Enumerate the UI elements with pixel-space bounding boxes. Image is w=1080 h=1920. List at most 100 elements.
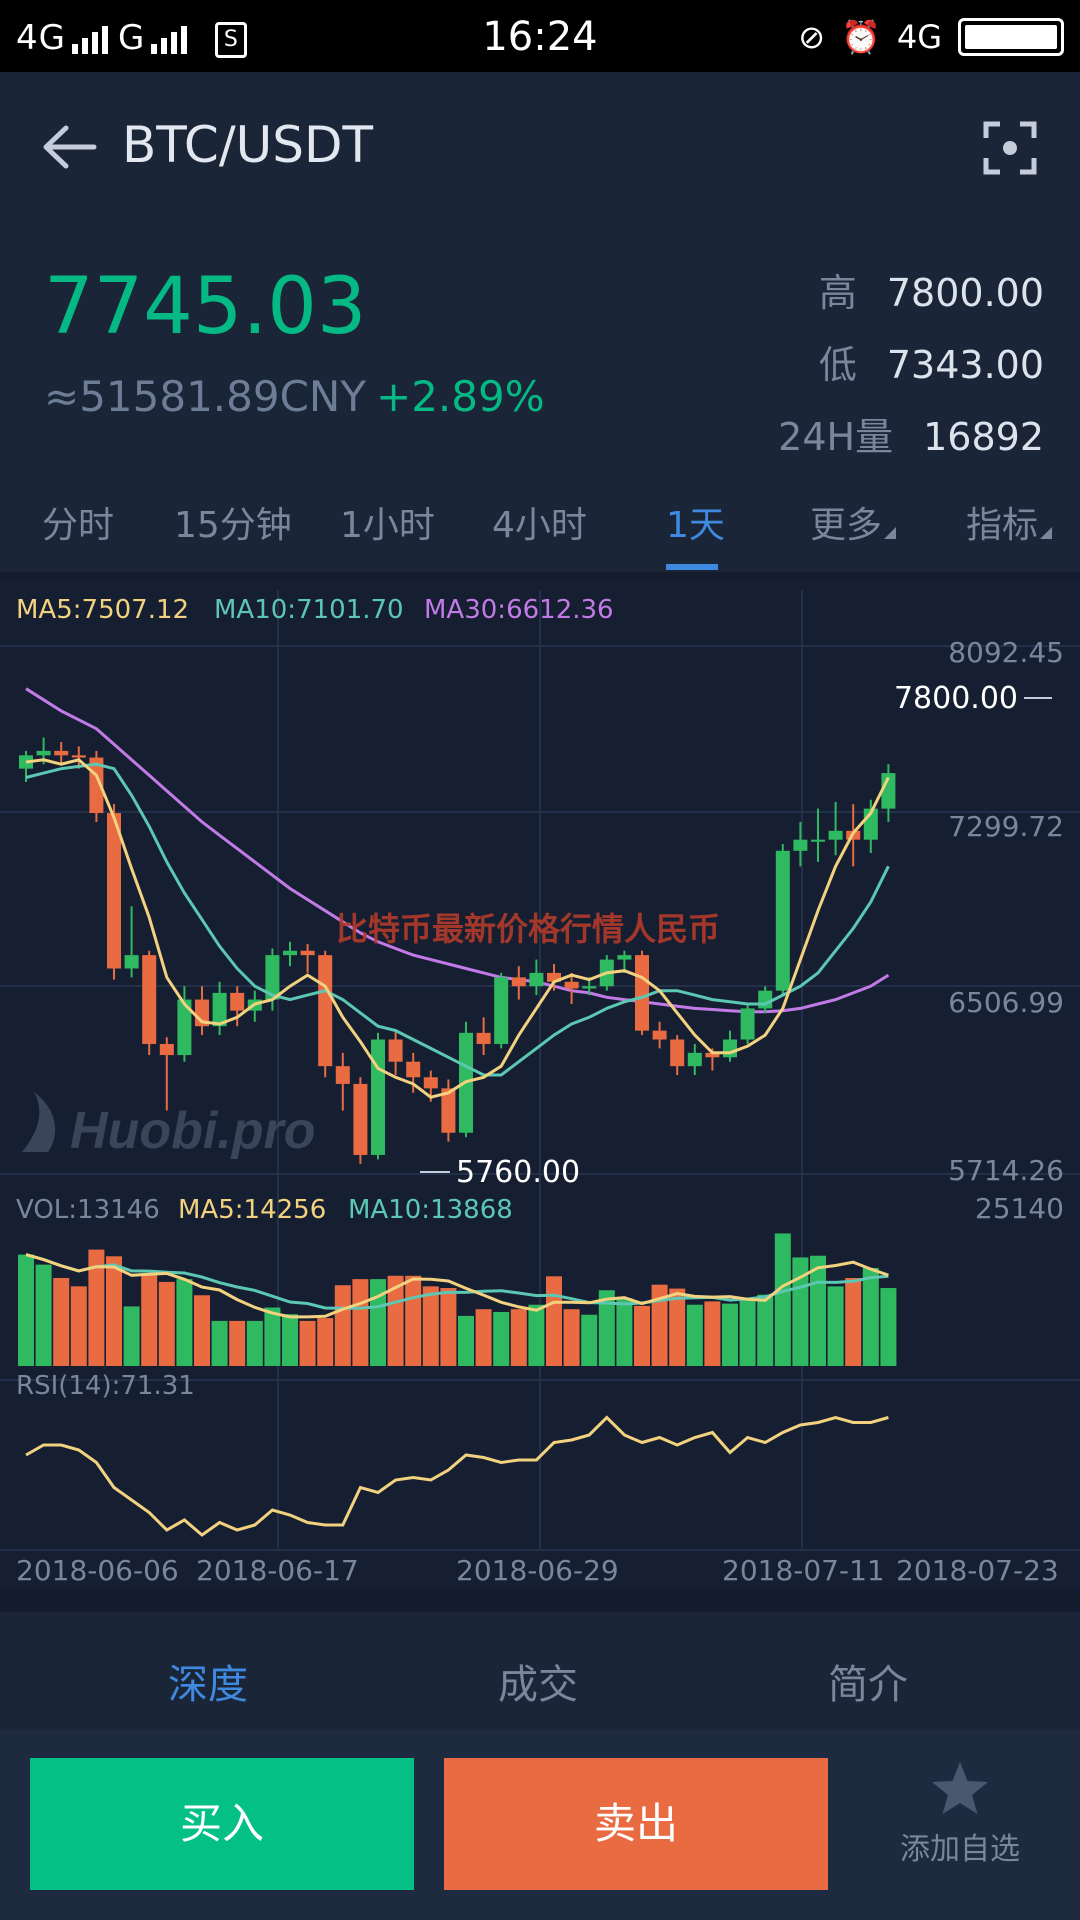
stat-high: 高 7800.00	[778, 262, 1044, 334]
volume-bar-13	[246, 1320, 263, 1366]
tab-more-label: 更多	[810, 505, 883, 546]
volume-bar-34	[616, 1298, 633, 1366]
dropdown-triangle-icon	[1040, 527, 1053, 539]
candle-body-30	[547, 972, 561, 982]
date-label-2: 2018-06-17	[196, 1554, 359, 1587]
cny-price: ≈51581.89CNY	[44, 372, 366, 421]
volume-bar-43	[774, 1233, 791, 1366]
candle-body-35	[635, 955, 649, 1031]
rsi-line	[25, 1415, 889, 1537]
candle-body-18	[335, 1066, 350, 1084]
network-label: 4G	[896, 18, 942, 56]
add-favorite-button[interactable]: 添加自选	[860, 1760, 1060, 1868]
candle-body-15	[283, 950, 297, 956]
volume-bar-49	[880, 1288, 897, 1366]
price-axis-label-1: 8092.45	[948, 636, 1064, 669]
vol-ma5-legend: MA5:14256	[178, 1195, 326, 1225]
kline-chart-svg[interactable]: Huobi.pro MA5:7507.12 MA10:7101.70 MA30:…	[0, 580, 1080, 1590]
candle-body-22	[406, 1061, 421, 1078]
volume-bar-35	[634, 1305, 650, 1366]
volume-bar-11	[211, 1320, 228, 1366]
sell-button[interactable]: 卖出	[444, 1758, 828, 1890]
stat-volume: 24H量 16892	[778, 406, 1044, 478]
volume-bar-40	[722, 1303, 738, 1366]
price-axis-label-2: 7299.72	[948, 810, 1064, 843]
price-axis-label-4: 5714.26	[948, 1154, 1064, 1187]
ma30-legend: MA30:6612.36	[424, 595, 614, 625]
fullscreen-icon[interactable]	[982, 120, 1038, 176]
candles-group	[19, 737, 896, 1164]
vol-ma10-legend: MA10:13868	[348, 1195, 513, 1225]
tab-1day[interactable]: 1天	[666, 505, 725, 546]
candle-body-14	[265, 955, 280, 1000]
change-percent: +2.89%	[376, 372, 545, 421]
rsi-legend: RSI(14):71.31	[16, 1371, 195, 1401]
tab-intro[interactable]: 简介	[828, 1662, 908, 1708]
volume-bar-1	[35, 1264, 52, 1366]
tab-time-share[interactable]: 分时	[42, 505, 115, 546]
date-label-4: 2018-07-11	[722, 1554, 885, 1587]
volume-bar-39	[704, 1301, 721, 1366]
mute-icon: ⊘	[798, 18, 825, 56]
volume-bar-46	[827, 1286, 844, 1366]
stat-volume-value: 16892	[923, 415, 1044, 459]
volume-bar-31	[563, 1309, 580, 1366]
buy-button[interactable]: 买入	[30, 1758, 414, 1890]
tab-4hour[interactable]: 4小时	[492, 505, 587, 546]
volume-bar-14	[264, 1307, 281, 1366]
stat-high-value: 7800.00	[886, 271, 1044, 315]
candle-body-40	[723, 1039, 737, 1058]
candle-body-9	[177, 999, 192, 1056]
candle-body-21	[388, 1039, 403, 1062]
candle-body-5	[107, 813, 121, 969]
stat-low-label: 低	[818, 343, 857, 387]
watermark-text: Huobi.pro	[70, 1102, 316, 1160]
tab-indicators-label: 指标	[966, 505, 1039, 546]
volume-bar-36	[651, 1284, 668, 1366]
action-bar: 买入 卖出 添加自选	[0, 1730, 1080, 1920]
sim-icon: S	[215, 21, 248, 58]
back-arrow-icon[interactable]	[40, 122, 100, 172]
watermark: Huobi.pro	[22, 1092, 316, 1160]
volume-bar-24	[440, 1288, 457, 1366]
cny-price-line: ≈51581.89CNY +2.89%	[44, 372, 545, 421]
candle-body-34	[617, 955, 632, 960]
volume-bar-5	[106, 1256, 122, 1366]
volume-bar-20	[370, 1279, 386, 1366]
overlay-caption: 比特币最新价格行情人民币	[336, 910, 720, 948]
candle-body-12	[230, 992, 245, 1011]
volume-bar-8	[158, 1281, 175, 1366]
volume-bar-29	[528, 1304, 545, 1366]
candle-body-23	[423, 1077, 438, 1089]
network-type-2: G	[117, 18, 146, 58]
tab-1hour[interactable]: 1小时	[340, 505, 435, 546]
tab-indicators[interactable]: 指标	[966, 496, 1053, 548]
status-bar: 4G G S 16:24 ⊘ ⏰ 4G	[0, 0, 1080, 72]
tab-trades[interactable]: 成交	[498, 1662, 578, 1708]
candle-body-6	[124, 955, 139, 969]
volume-bar-27	[493, 1311, 510, 1366]
signal-bars-icon	[71, 25, 108, 54]
date-label-3: 2018-06-29	[456, 1554, 619, 1587]
candle-body-20	[371, 1039, 385, 1155]
volume-bar-22	[405, 1275, 422, 1366]
tab-depth[interactable]: 深度	[168, 1662, 248, 1708]
low-annotation: 5760.00	[456, 1155, 580, 1190]
battery-icon	[958, 18, 1064, 56]
volume-bar-47	[845, 1278, 862, 1366]
tab-15min[interactable]: 15分钟	[174, 505, 292, 546]
volume-bar-3	[70, 1286, 87, 1366]
alarm-icon: ⏰	[841, 18, 881, 56]
volume-bar-42	[757, 1294, 774, 1366]
volume-bar-23	[422, 1286, 439, 1366]
volume-bar-0	[18, 1254, 34, 1366]
volume-bar-38	[686, 1304, 703, 1366]
ma5-line-group	[25, 758, 890, 1099]
volume-bar-9	[176, 1279, 193, 1366]
tab-more[interactable]: 更多	[810, 496, 897, 548]
ma5-line	[25, 758, 890, 1099]
volume-bar-32	[581, 1314, 598, 1366]
candle-body-41	[740, 1008, 755, 1040]
kline-chart[interactable]: Huobi.pro MA5:7507.12 MA10:7101.70 MA30:…	[0, 580, 1080, 1590]
volume-bar-48	[862, 1267, 879, 1366]
